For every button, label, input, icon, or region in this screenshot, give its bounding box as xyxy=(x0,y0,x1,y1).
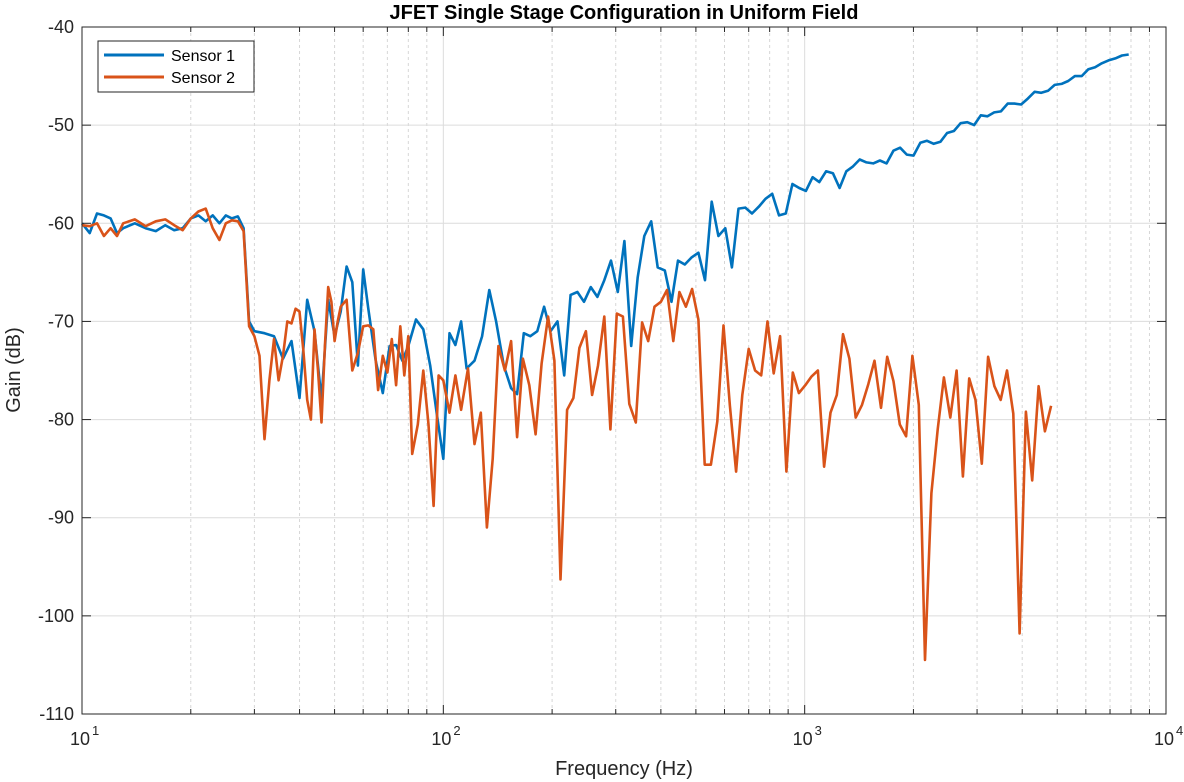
series-line-sensor-1 xyxy=(80,53,1129,461)
y-tick-label: -40 xyxy=(48,17,74,37)
x-tick-exponent: 1 xyxy=(92,723,99,738)
x-tick-exponent: 4 xyxy=(1176,723,1183,738)
y-tick-labels: -40 -50 -60 -70 -80 -90 -100 -110 xyxy=(38,17,74,724)
minor-grid xyxy=(190,27,1150,714)
x-tick-label: 10 xyxy=(70,729,90,749)
x-tick-label: 10 xyxy=(793,729,813,749)
x-tick-label: 10 xyxy=(431,729,451,749)
x-tick-label: 10 xyxy=(1154,729,1174,749)
x-tick-exponent: 3 xyxy=(815,723,822,738)
ticks-layer xyxy=(81,26,1167,715)
legend-box xyxy=(97,40,255,93)
chart-title: JFET Single Stage Configuration in Unifo… xyxy=(390,2,859,24)
legend: Sensor 1 Sensor 2 xyxy=(97,40,255,93)
y-tick-label: -110 xyxy=(39,704,74,724)
legend-label-sensor-2: Sensor 2 xyxy=(171,70,235,87)
x-tick-exponent: 2 xyxy=(453,723,460,738)
series-layer xyxy=(80,53,1129,662)
y-tick-label: -50 xyxy=(48,115,74,135)
x-axis-label: Frequency (Hz) xyxy=(555,758,693,780)
y-tick-label: -100 xyxy=(38,606,74,626)
y-tick-label: -80 xyxy=(48,410,74,430)
x-tick-labels: 10 1 10 2 10 3 10 4 xyxy=(70,723,1183,749)
series-line-sensor-2 xyxy=(81,207,1053,662)
plot-area xyxy=(82,27,1166,714)
legend-label-sensor-1: Sensor 1 xyxy=(171,48,235,65)
plot-frame xyxy=(81,26,1167,715)
y-axis-label: Gain (dB) xyxy=(3,327,25,413)
y-tick-label: -60 xyxy=(48,213,74,233)
y-tick-label: -70 xyxy=(48,311,74,331)
y-tick-label: -90 xyxy=(48,508,74,528)
